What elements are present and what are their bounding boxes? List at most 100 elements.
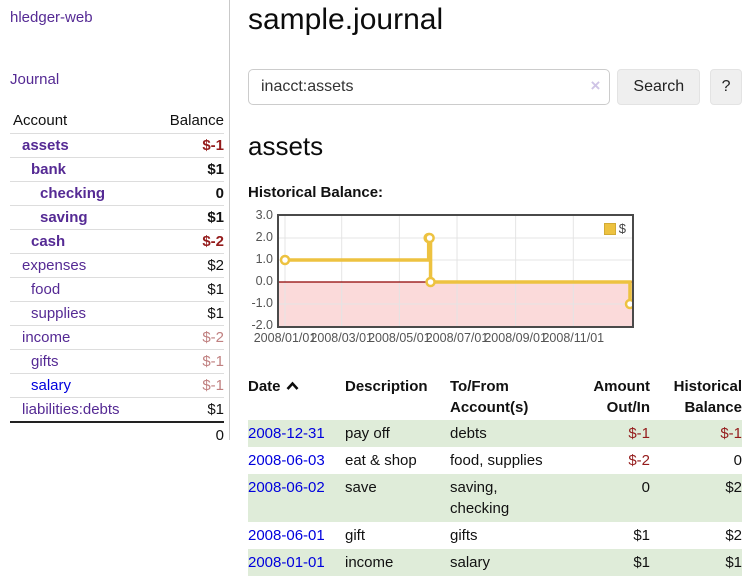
account-link[interactable]: checking	[40, 185, 106, 202]
register-header-date[interactable]: Date	[248, 374, 345, 420]
account-row: salary $-1	[10, 373, 224, 398]
data-point-marker[interactable]	[424, 232, 435, 244]
accounts-header-account: Account	[13, 112, 68, 129]
transaction-date-link[interactable]: 2008-06-01	[248, 527, 325, 544]
register-row: 2008-06-03 eat & shop food, supplies $-2 0	[248, 447, 742, 474]
transaction-balance: $2	[725, 527, 742, 544]
account-row: assets $-1	[10, 133, 224, 158]
search-button[interactable]: Search	[617, 69, 701, 105]
account-link[interactable]: cash	[31, 233, 66, 250]
transaction-description: eat & shop	[345, 452, 417, 469]
account-balance: $-1	[202, 377, 224, 394]
sidebar: hledger-web Journal Account Balance asse…	[0, 0, 230, 444]
register-table: Date Description To/From Account(s) Amount Ou…	[248, 374, 742, 576]
data-point-marker[interactable]	[624, 298, 632, 310]
register-header-description: Description	[345, 378, 428, 395]
x-axis-tick-label: 2008/11/01	[542, 331, 605, 345]
historical-balance-chart: 3.0 2.0 1.0 0.0 -1.0 -2.0 $ 2008/01/01 2008/03…	[248, 209, 742, 349]
account-row: supplies $1	[10, 301, 224, 326]
transaction-accounts: debts	[450, 420, 568, 447]
register-header-amount: Amount Out/In	[593, 378, 650, 416]
transaction-description: income	[345, 549, 450, 576]
register-row: 2008-12-31 pay off debts $-1 $-1	[248, 420, 742, 447]
transaction-date-link[interactable]: 2008-06-03	[248, 452, 325, 469]
chart-plot-area[interactable]: $	[277, 214, 634, 328]
transaction-balance: 0	[733, 452, 742, 469]
transaction-accounts: food, supplies	[450, 452, 543, 469]
account-row: income $-2	[10, 325, 224, 350]
account-balance: $1	[207, 281, 224, 298]
register-header-tofrom: To/From Account(s)	[450, 378, 529, 416]
register-header-historical: Historical Balance	[673, 378, 742, 416]
transaction-accounts: salary	[450, 549, 568, 576]
account-row: expenses $2	[10, 253, 224, 278]
x-axis-tick-label: 2008/05/01	[368, 331, 431, 345]
account-link[interactable]: salary	[31, 377, 72, 394]
accounts-header-balance: Balance	[169, 112, 224, 129]
transaction-amount: $1	[633, 527, 650, 544]
main-content: sample.journal × Search ? assets Histori…	[248, 0, 742, 576]
account-row: bank $1	[10, 157, 224, 182]
nav-journal-link[interactable]: Journal	[10, 71, 60, 88]
search-form: × Search ?	[248, 69, 742, 105]
account-balance: $-1	[202, 353, 224, 370]
search-input[interactable]	[248, 69, 611, 105]
account-row: checking 0	[10, 181, 224, 206]
x-axis-tick-label: 2008/07/01	[425, 331, 489, 345]
data-point-marker[interactable]	[425, 276, 436, 288]
transaction-amount: 0	[568, 474, 650, 522]
account-balance: $2	[207, 257, 224, 274]
accounts-total: 0	[215, 427, 224, 444]
transaction-description: pay off	[345, 420, 450, 447]
register-row: 2008-06-02 save saving, checking 0 $2	[248, 474, 742, 522]
transaction-balance: $1	[650, 549, 742, 576]
transaction-date-link[interactable]: 2008-12-31	[248, 425, 325, 442]
x-axis-tick-label: 2008/01/01	[253, 331, 317, 345]
account-link[interactable]: food	[31, 281, 61, 298]
accounts-total-row: 0	[10, 422, 224, 448]
account-link[interactable]: assets	[22, 137, 69, 154]
account-balance: $-2	[202, 233, 224, 250]
transaction-amount: $-1	[568, 420, 650, 447]
x-axis-tick-label: 2008/09/01	[484, 331, 547, 345]
legend-label: $	[618, 221, 626, 236]
account-row: cash $-2	[10, 229, 224, 254]
account-link[interactable]: income	[22, 329, 71, 346]
account-link[interactable]: bank	[31, 161, 67, 178]
y-axis-tick-label: -1.0	[251, 296, 273, 310]
clear-search-icon[interactable]: ×	[590, 76, 601, 95]
y-axis-tick-label: -2.0	[251, 318, 273, 332]
y-axis-tick-label: 3.0	[255, 208, 273, 222]
account-link[interactable]: expenses	[22, 257, 87, 274]
transaction-balance: $2	[650, 474, 742, 522]
account-heading: assets	[248, 131, 324, 161]
register-row: 2008-01-01 income salary $1 $1	[248, 549, 742, 576]
account-link[interactable]: supplies	[31, 305, 87, 322]
account-balance: 0	[215, 185, 224, 202]
page-title: sample.journal	[248, 3, 444, 36]
chart-title: Historical Balance:	[248, 184, 384, 201]
y-axis-tick-label: 1.0	[255, 252, 273, 266]
y-axis-tick-label: 0.0	[255, 274, 273, 288]
transaction-accounts: saving, checking	[450, 474, 568, 522]
account-balance: $-1	[202, 137, 224, 154]
data-point-marker[interactable]	[279, 254, 291, 266]
account-link[interactable]: gifts	[31, 353, 59, 370]
transaction-description: gift	[345, 527, 366, 544]
transaction-amount: $-2	[628, 452, 650, 469]
account-balance: $-2	[202, 329, 224, 346]
account-balance: $1	[207, 305, 224, 322]
transaction-date-link[interactable]: 2008-01-01	[248, 554, 325, 571]
account-row: saving $1	[10, 205, 224, 230]
account-balance: $1	[207, 209, 224, 226]
transaction-amount: $1	[568, 549, 650, 576]
account-link[interactable]: saving	[40, 209, 88, 226]
transaction-date-link[interactable]: 2008-06-02	[248, 479, 325, 496]
sort-ascending-icon	[286, 381, 298, 390]
help-button[interactable]: ?	[710, 69, 742, 105]
register-row: 2008-06-01 gift gifts $1 $2	[248, 522, 742, 549]
app-brand[interactable]: hledger-web	[10, 9, 93, 26]
account-link[interactable]: liabilities:debts	[22, 401, 120, 418]
account-balance: $1	[207, 401, 224, 418]
transaction-accounts: gifts	[450, 527, 478, 544]
